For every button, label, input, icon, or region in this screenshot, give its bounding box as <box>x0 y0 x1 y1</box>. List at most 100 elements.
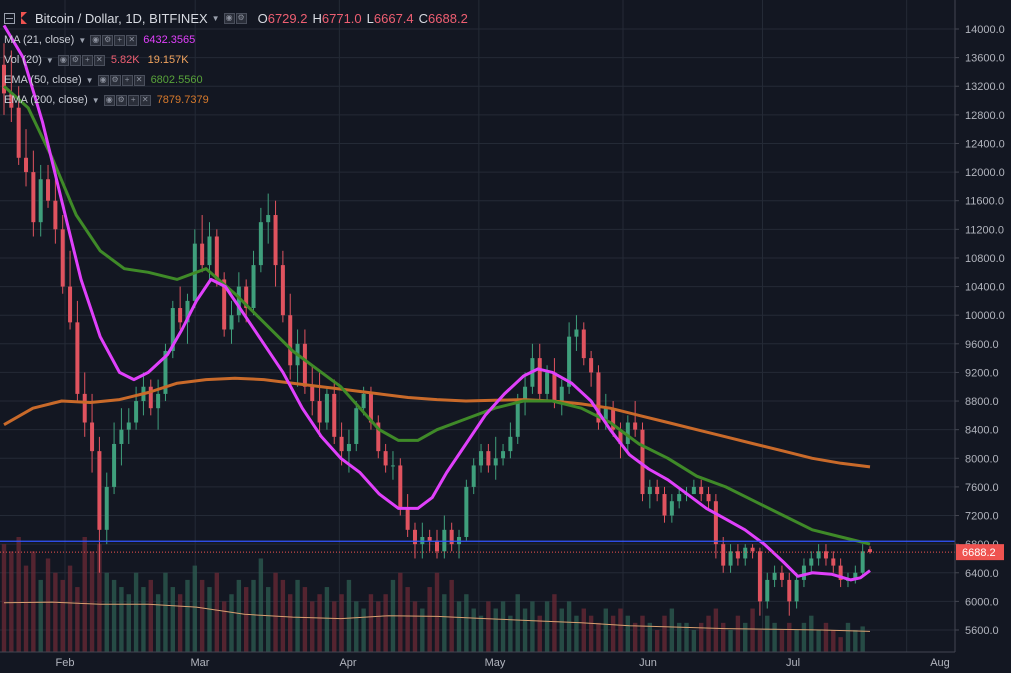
volume-bar <box>75 587 80 652</box>
volume-bar <box>111 579 117 652</box>
candle-body <box>449 529 454 545</box>
candle-body <box>324 393 329 423</box>
volume-bar <box>456 601 462 652</box>
chevron-down-icon[interactable]: ▼ <box>78 35 87 45</box>
indicator-row[interactable]: EMA (50, close) ▼ ◉ ⚙ + ✕ 6802.5560 <box>4 71 211 89</box>
volume-bar <box>31 551 36 652</box>
candle-body <box>280 265 285 316</box>
price-tick-label: 6400.0 <box>965 568 999 580</box>
close-icon[interactable]: ✕ <box>139 94 151 106</box>
volume-bar <box>133 572 139 652</box>
close-icon[interactable]: ✕ <box>93 54 105 66</box>
ohlc-values: O6729.2 H6771.0 L6667.4 C6688.2 <box>253 11 468 26</box>
candle-body <box>552 372 557 402</box>
price-tick-label: 11200.0 <box>965 224 1004 236</box>
volume-bar <box>610 615 616 652</box>
settings-icon[interactable]: ⚙ <box>235 12 247 24</box>
indicator-row[interactable]: MA (21, close) ▼ ◉ ⚙ + ✕ 6432.3565 <box>4 31 203 49</box>
volume-bar <box>522 608 528 652</box>
volume-bar <box>60 579 65 652</box>
volume-bar <box>302 587 308 652</box>
volume-bar <box>845 622 851 652</box>
candle-body <box>596 372 601 423</box>
candle-body <box>691 486 696 495</box>
candle-body <box>2 64 6 94</box>
volume-bar <box>625 615 631 652</box>
close-icon[interactable]: ✕ <box>126 34 138 46</box>
candle-body <box>515 401 520 437</box>
visibility-icon[interactable]: ◉ <box>57 54 69 66</box>
settings-icon[interactable]: ⚙ <box>102 34 114 46</box>
ohlc-value: 6688.2 <box>428 10 468 26</box>
candle-body <box>97 451 102 530</box>
volume-bar <box>588 615 594 652</box>
volume-bar <box>199 579 205 652</box>
add-icon[interactable]: + <box>81 54 93 66</box>
time-tick-label: Feb <box>56 657 75 669</box>
volume-bar <box>398 572 403 652</box>
chevron-down-icon[interactable]: ▼ <box>211 13 220 23</box>
volume-bar <box>831 630 836 652</box>
indicator-row[interactable]: EMA (200, close) ▼ ◉ ⚙ + ✕ 7879.7379 <box>4 91 217 109</box>
close-icon[interactable]: ✕ <box>133 74 145 86</box>
candle-body <box>640 429 645 495</box>
candle-body <box>427 536 432 541</box>
candle-body <box>625 422 630 444</box>
candle-body <box>662 494 667 516</box>
add-icon[interactable]: + <box>121 74 133 86</box>
settings-icon[interactable]: ⚙ <box>109 74 121 86</box>
volume-bar <box>816 630 821 652</box>
volume-bar <box>721 622 726 652</box>
visibility-icon[interactable]: ◉ <box>90 34 102 46</box>
volume-bar <box>214 572 220 652</box>
time-tick-label: May <box>485 657 506 669</box>
visibility-icon[interactable]: ◉ <box>103 94 115 106</box>
ohlc-value: 6771.0 <box>321 10 362 26</box>
volume-bar <box>266 587 271 652</box>
volume-bar <box>155 594 161 652</box>
settings-icon[interactable]: ⚙ <box>115 94 127 106</box>
volume-bar <box>119 587 124 652</box>
candle-body <box>523 386 528 402</box>
candle-body <box>669 501 674 516</box>
candle-body <box>728 551 733 566</box>
volume-bar <box>251 579 256 652</box>
volume-bar <box>853 630 858 652</box>
candle-body <box>398 465 403 509</box>
indicator-row[interactable]: Vol (20) ▼ ◉ ⚙ + ✕ 5.82K 19.157K <box>4 51 197 69</box>
volume-bar <box>515 594 520 652</box>
candle-body <box>390 465 395 467</box>
volume-bar <box>126 594 131 652</box>
settings-icon[interactable]: ⚙ <box>69 54 81 66</box>
candle-body <box>222 279 227 330</box>
candle-body <box>794 579 799 602</box>
ohlc-value: 6667.4 <box>373 10 414 26</box>
visibility-icon[interactable]: ◉ <box>97 74 109 86</box>
indicator-value: 7879.7379 <box>156 94 209 106</box>
chevron-down-icon[interactable]: ▼ <box>85 75 94 85</box>
candle-body <box>185 300 190 323</box>
chevron-down-icon[interactable]: ▼ <box>91 95 100 105</box>
candle-body <box>126 422 131 430</box>
volume-bar <box>170 587 175 652</box>
volume-bar <box>809 615 814 652</box>
collapse-legend-button[interactable] <box>4 12 15 24</box>
volume-bar <box>221 601 227 652</box>
volume-bar <box>192 565 198 652</box>
volume-bar <box>735 615 741 652</box>
candle-body <box>713 501 718 545</box>
volume-bar <box>794 630 799 652</box>
chevron-down-icon[interactable]: ▼ <box>45 55 54 65</box>
add-icon[interactable]: + <box>114 34 126 46</box>
candle-body <box>545 372 550 394</box>
exchange-flag-icon <box>21 12 27 24</box>
add-icon[interactable]: + <box>127 94 139 106</box>
volume-bar <box>823 622 829 652</box>
visibility-icon[interactable]: ◉ <box>223 12 235 24</box>
candle-body <box>317 401 322 423</box>
time-axis[interactable]: Feb Mar Apr May Jun Jul Aug <box>0 651 1011 673</box>
candle-body <box>816 551 821 559</box>
price-axis[interactable]: 5600.06000.06400.06800.07200.07600.08000… <box>954 0 1011 673</box>
volume-bar <box>500 601 506 652</box>
